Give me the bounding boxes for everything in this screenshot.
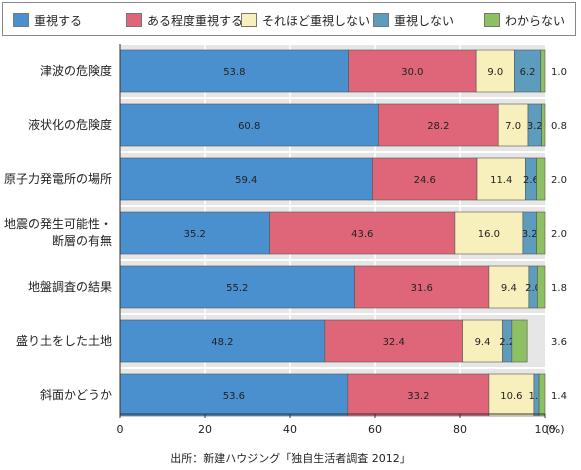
bar-segment-2-2	[378, 103, 499, 147]
legend-item: それほど重視しない	[241, 12, 370, 28]
x-tick-label: 60	[368, 423, 382, 436]
x-axis-unit: (%)	[545, 423, 564, 436]
category-label: 斜面かどうか	[40, 388, 112, 402]
category-label: 液状化の危険度	[28, 117, 112, 132]
data-label: 1.4	[551, 391, 567, 402]
legend-item: わからない	[484, 12, 565, 28]
data-label: 30.0	[401, 67, 423, 78]
data-label: 7.0	[505, 121, 521, 132]
legend-label: それほど重視しない	[262, 13, 371, 28]
data-label: 60.8	[238, 121, 260, 132]
data-label: 2.6	[523, 175, 539, 186]
legend-swatch	[13, 13, 29, 27]
legend-swatch	[126, 13, 142, 27]
category-label: 原子力発電所の場所	[4, 172, 112, 186]
category-label: 津波の危険度	[40, 63, 112, 78]
category-label: 断層の有無	[52, 233, 112, 248]
legend-label: わからない	[505, 13, 566, 28]
data-label: 16.0	[478, 229, 500, 240]
data-label: 1.2	[529, 391, 545, 402]
legend: 重視する ある程度重視する それほど重視しない 重視しない わからない	[2, 2, 576, 36]
bar-segment-2-3	[497, 103, 529, 147]
data-label: 9.4	[475, 337, 491, 348]
bar-segment-2-5	[541, 103, 546, 147]
category-label: 地震の発生可能性・	[4, 217, 112, 231]
bar-segment-3-5	[536, 157, 546, 201]
data-label: 9.0	[487, 67, 503, 78]
data-label: 43.6	[351, 229, 373, 240]
data-label: 24.6	[414, 175, 436, 186]
bar-segment-1-4	[514, 49, 542, 93]
x-tick-label: 40	[283, 423, 297, 436]
data-label: 33.2	[407, 391, 429, 402]
data-label: 3.6	[551, 337, 567, 348]
bar-segment-1-1	[119, 49, 349, 93]
legend-swatch	[241, 13, 257, 27]
bar-segment-5-2	[354, 265, 490, 309]
data-label: 28.2	[427, 121, 449, 132]
legend-label: 重視する	[34, 13, 83, 28]
data-label: 2.0	[551, 229, 567, 240]
x-tick-label: 100	[535, 423, 556, 436]
legend-label: ある程度重視する	[147, 13, 244, 28]
bar-segment-6-3	[462, 319, 503, 363]
data-label: 1.0	[551, 67, 567, 78]
data-label: 2.0	[525, 283, 541, 294]
legend-label: 重視しない	[394, 13, 455, 28]
legend-item: ある程度重視する	[126, 12, 243, 28]
bar-segment-4-2	[269, 211, 456, 255]
bar-segment-3-3	[476, 157, 526, 201]
bar-segment-1-5	[540, 49, 546, 93]
legend-swatch	[484, 13, 500, 27]
data-label: 59.4	[235, 175, 257, 186]
x-tick-label: 80	[453, 423, 467, 436]
data-label: 3.2	[527, 121, 543, 132]
bar-segment-7-5	[538, 373, 546, 417]
data-label: 1.8	[551, 283, 567, 294]
data-label: 6.2	[520, 67, 536, 78]
data-label: 2.2	[499, 337, 515, 348]
x-tick-label: 0	[117, 423, 124, 436]
bar-segment-4-5	[536, 211, 546, 255]
data-label: 32.4	[383, 337, 405, 348]
source-note: 出所：新建ハウジング「独自生活者調査 2012」	[170, 452, 411, 465]
x-tick-label: 20	[198, 423, 212, 436]
data-label: 0.8	[551, 121, 567, 132]
bar-segment-3-1	[119, 157, 373, 201]
bar-segment-2-1	[119, 103, 379, 147]
bar-segment-7-1	[119, 373, 349, 417]
data-label: 11.4	[490, 175, 512, 186]
data-label: 10.6	[500, 391, 522, 402]
bar-segment-4-1	[119, 211, 270, 255]
data-label: 9.4	[501, 283, 517, 294]
category-label: 地盤調査の結果	[28, 280, 112, 294]
data-label: 35.2	[184, 229, 206, 240]
data-label: 48.2	[211, 337, 233, 348]
bar-segment-7-2	[347, 373, 490, 417]
bar-segment-7-3	[488, 373, 535, 417]
data-label: 3.2	[522, 229, 538, 240]
data-label: 31.6	[411, 283, 433, 294]
data-label: 53.6	[223, 391, 245, 402]
bar-segment-5-5	[537, 265, 546, 309]
bar-segment-5-1	[119, 265, 355, 309]
category-label: 盛り土をした土地	[16, 333, 112, 348]
legend-swatch	[373, 13, 389, 27]
bar-segment-6-5	[511, 319, 528, 363]
bar-segment-1-3	[475, 49, 515, 93]
data-label: 55.2	[226, 283, 248, 294]
bar-segment-6-2	[324, 319, 463, 363]
data-label: 53.8	[223, 67, 245, 78]
data-label: 2.0	[551, 175, 567, 186]
legend-item: 重視しない	[373, 12, 454, 28]
legend-item: 重視する	[13, 12, 82, 28]
bar-segment-6-1	[119, 319, 326, 363]
bar-segment-3-2	[372, 157, 478, 201]
